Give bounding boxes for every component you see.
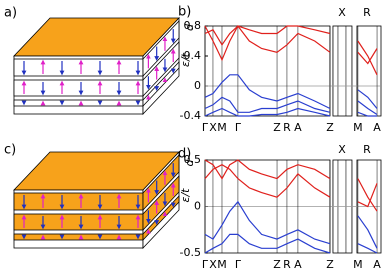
layer — [13, 79, 144, 97]
x-tick-label: A — [294, 258, 302, 271]
x-tick-label: Γ — [235, 121, 242, 134]
band-line — [357, 178, 378, 212]
y-tick-label: 0 — [194, 79, 201, 92]
layer-side — [142, 174, 180, 232]
layer-side — [142, 194, 180, 242]
y-tick-label: 0 — [194, 200, 201, 213]
band-line — [357, 243, 378, 254]
plot-frame — [332, 25, 353, 117]
panel-label: a) — [4, 6, 17, 21]
band-line — [357, 89, 378, 109]
x-tick-label: M — [217, 258, 227, 271]
layer-side — [142, 153, 180, 212]
x-tick-label: A — [294, 121, 302, 134]
panel-label: d) — [178, 147, 191, 162]
layer — [13, 99, 144, 107]
band-line — [357, 100, 378, 116]
band-line — [204, 159, 331, 180]
x-tick-label: Γ — [202, 258, 209, 271]
y-axis-label-sub: d — [183, 23, 196, 31]
slab-diagram — [13, 150, 180, 250]
x-tick-label: A — [373, 121, 381, 134]
x-tick-label: R — [283, 258, 291, 271]
layer-side — [142, 60, 180, 108]
band-line — [357, 48, 378, 65]
x-tick-label: R — [283, 121, 291, 134]
layer-side — [142, 40, 180, 98]
x-tick-label: Z — [273, 121, 281, 134]
y-axis-label: ε/t — [179, 52, 192, 67]
x-tick-label: A — [373, 258, 381, 271]
x-tick-label: X — [209, 258, 217, 271]
y-tick-label: 0.8 — [184, 19, 202, 32]
annotation: X — [338, 143, 346, 156]
x-tick-label: Z — [326, 121, 334, 134]
band-line — [357, 183, 378, 208]
annotation: R — [363, 6, 371, 19]
x-tick-label: M — [217, 121, 227, 134]
panel-label: b) — [178, 5, 191, 20]
x-tick-label: Γ — [235, 258, 242, 271]
x-tick-label: Z — [273, 258, 281, 271]
layer — [13, 192, 144, 211]
y-tick-label: -0.4 — [180, 109, 201, 122]
y-tick-label: 0.4 — [184, 49, 202, 62]
y-tick-label: -0.5 — [180, 246, 201, 259]
y-axis-label-sub: d — [183, 159, 196, 167]
band-line — [204, 107, 331, 117]
layer — [13, 233, 144, 241]
band-line — [204, 25, 331, 62]
layer-side — [142, 19, 180, 78]
band-line — [204, 25, 331, 53]
band-line — [204, 233, 331, 254]
band-line — [204, 96, 331, 113]
y-axis-label: ε/t — [179, 188, 192, 203]
x-tick-label: Γ — [202, 121, 209, 134]
band-line — [204, 74, 331, 110]
slab-diagram — [13, 16, 180, 116]
x-tick-label: M — [353, 121, 363, 134]
layer — [13, 213, 144, 231]
band-line — [204, 200, 331, 245]
band-line — [357, 40, 378, 76]
band-line — [357, 215, 378, 249]
x-tick-label: X — [209, 121, 217, 134]
band-line — [357, 111, 377, 117]
annotation: X — [338, 6, 346, 19]
band-line — [204, 164, 331, 198]
annotation: R — [363, 143, 371, 156]
layer — [13, 58, 144, 77]
panel-label: c) — [4, 143, 16, 158]
x-tick-label: M — [353, 258, 363, 271]
x-tick-label: Z — [326, 258, 334, 271]
y-tick-label: 0.5 — [184, 153, 202, 166]
